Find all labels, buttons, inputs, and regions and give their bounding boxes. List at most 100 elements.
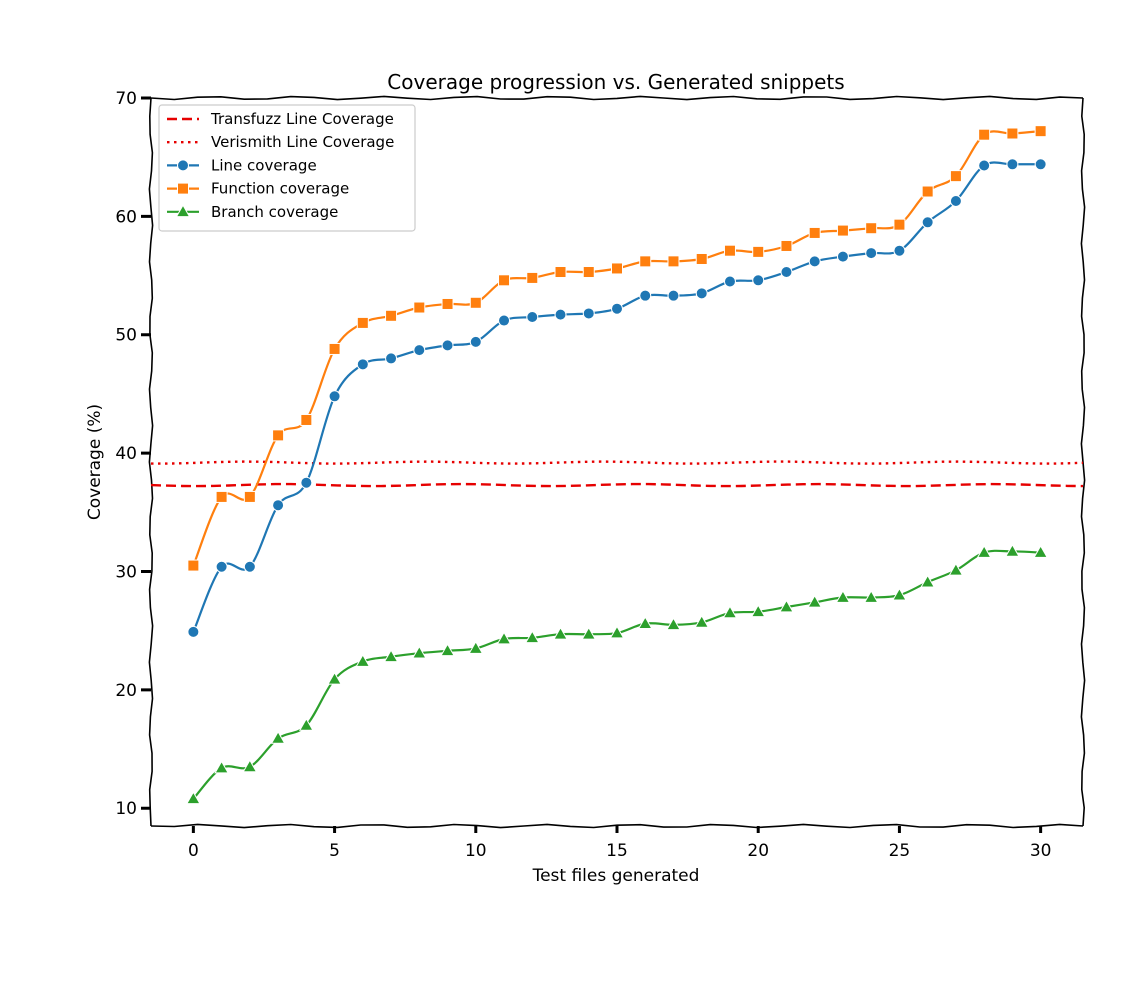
line-coverage-point [413, 344, 426, 357]
function-coverage-point [723, 244, 736, 257]
line-coverage-point [611, 302, 623, 315]
branch-coverage-point [1033, 545, 1048, 558]
branch-coverage-point [694, 614, 710, 628]
function-coverage-point [300, 413, 313, 426]
branch-coverage-point [468, 640, 484, 654]
branch-coverage-line [192, 549, 1041, 800]
line-coverage-point [695, 287, 708, 300]
line-coverage-point [1034, 158, 1047, 171]
legend-label-line-coverage: Line coverage [211, 156, 317, 174]
function-coverage-point [554, 266, 567, 279]
branch-coverage-point [637, 616, 653, 629]
y-axis-label: Coverage (%) [85, 404, 105, 520]
legend-label-function-coverage: Function coverage [211, 180, 349, 198]
branch-coverage-point [186, 791, 201, 805]
function-coverage-point [187, 559, 200, 572]
line-coverage-point [300, 476, 313, 489]
function-coverage-point [780, 239, 793, 252]
function-coverage-point [582, 266, 595, 279]
reference-line [151, 460, 1084, 465]
branch-coverage-point [666, 617, 681, 631]
line-coverage-point [808, 255, 821, 268]
legend-label-branch-coverage: Branch coverage [211, 203, 338, 221]
branch-coverage-point [524, 630, 540, 644]
x-tick-label: 15 [606, 841, 628, 861]
plot-frame-left [148, 97, 154, 827]
x-axis-label: Test files generated [532, 866, 700, 886]
branch-coverage-point [327, 671, 342, 685]
legend-label-verismith-line-coverage: Verismith Line Coverage [211, 133, 394, 151]
line-coverage-point [328, 390, 341, 403]
x-tick-label: 30 [1030, 841, 1052, 861]
line-coverage-point [356, 358, 369, 371]
function-coverage-point [611, 262, 623, 275]
function-coverage-point [921, 185, 934, 198]
branch-coverage-point [581, 626, 597, 640]
function-coverage-point [1006, 127, 1019, 140]
function-coverage-point [328, 342, 341, 355]
function-coverage-point [695, 252, 708, 265]
function-coverage-point [469, 296, 482, 309]
y-tick-label: 60 [115, 207, 137, 227]
line-coverage-point [385, 352, 398, 365]
function-coverage-point [865, 222, 878, 235]
y-tick-label: 30 [115, 562, 137, 582]
branch-coverage-point [948, 562, 964, 576]
line-coverage-point [526, 310, 539, 323]
y-tick-label: 10 [115, 799, 137, 819]
legend-box [158, 104, 416, 232]
function-coverage-point [836, 224, 849, 237]
branch-coverage-point [355, 653, 371, 667]
line-coverage-point [836, 250, 849, 263]
branch-coverage-point [892, 587, 907, 601]
legend: Transfuzz Line Coverage Verismith Line Co… [158, 104, 416, 232]
branch-coverage-point [976, 545, 992, 558]
branch-coverage-point [920, 574, 936, 588]
x-tick-label: 10 [465, 841, 487, 861]
function-coverage-point [215, 490, 228, 503]
branch-coverage-point [722, 605, 738, 619]
line-coverage-point [865, 247, 878, 260]
branch-coverage-point [496, 631, 512, 645]
branch-coverage-point [1005, 543, 1020, 557]
function-coverage-point [526, 271, 539, 284]
y-tick-label: 70 [115, 89, 137, 109]
line-coverage-point [639, 289, 652, 302]
function-coverage-point [441, 297, 454, 310]
line-coverage-point [1006, 158, 1019, 171]
function-coverage-point [808, 226, 821, 239]
line-coverage-point [469, 335, 482, 348]
line-coverage-point [752, 274, 765, 287]
function-coverage-point [752, 245, 765, 258]
line-coverage-point [921, 216, 934, 229]
branch-coverage-point [270, 730, 286, 744]
line-coverage-point [272, 499, 285, 512]
function-coverage-point [498, 274, 511, 287]
branch-coverage-point [242, 759, 258, 773]
line-coverage-point [215, 560, 228, 573]
x-tick-label: 0 [188, 841, 199, 861]
branch-coverage-point [214, 760, 229, 774]
line-coverage-point [667, 289, 680, 302]
line-coverage-point [441, 339, 454, 352]
legend-label-transfuzz-line-coverage: Transfuzz Line Coverage [210, 110, 394, 128]
y-tick-label: 20 [115, 681, 137, 701]
function-coverage-point [243, 490, 256, 503]
x-tick-label: 20 [747, 841, 769, 861]
function-coverage-point [1034, 125, 1047, 138]
branch-coverage-point [440, 643, 455, 657]
plot-frame-top [150, 95, 1084, 101]
function-coverage-point [385, 309, 398, 322]
branch-coverage-point [411, 645, 427, 659]
branch-coverage-point [779, 599, 794, 613]
branch-coverage-point [553, 626, 568, 640]
legend-marker-branch-coverage [175, 204, 191, 218]
function-coverage-point [949, 170, 962, 183]
branch-coverage-point [835, 590, 851, 603]
plot-frame-right [1080, 97, 1086, 827]
line-coverage-point [582, 307, 595, 320]
x-tick-label: 25 [889, 841, 911, 861]
y-tick-label: 40 [115, 444, 137, 464]
y-tick-label: 50 [115, 326, 137, 346]
